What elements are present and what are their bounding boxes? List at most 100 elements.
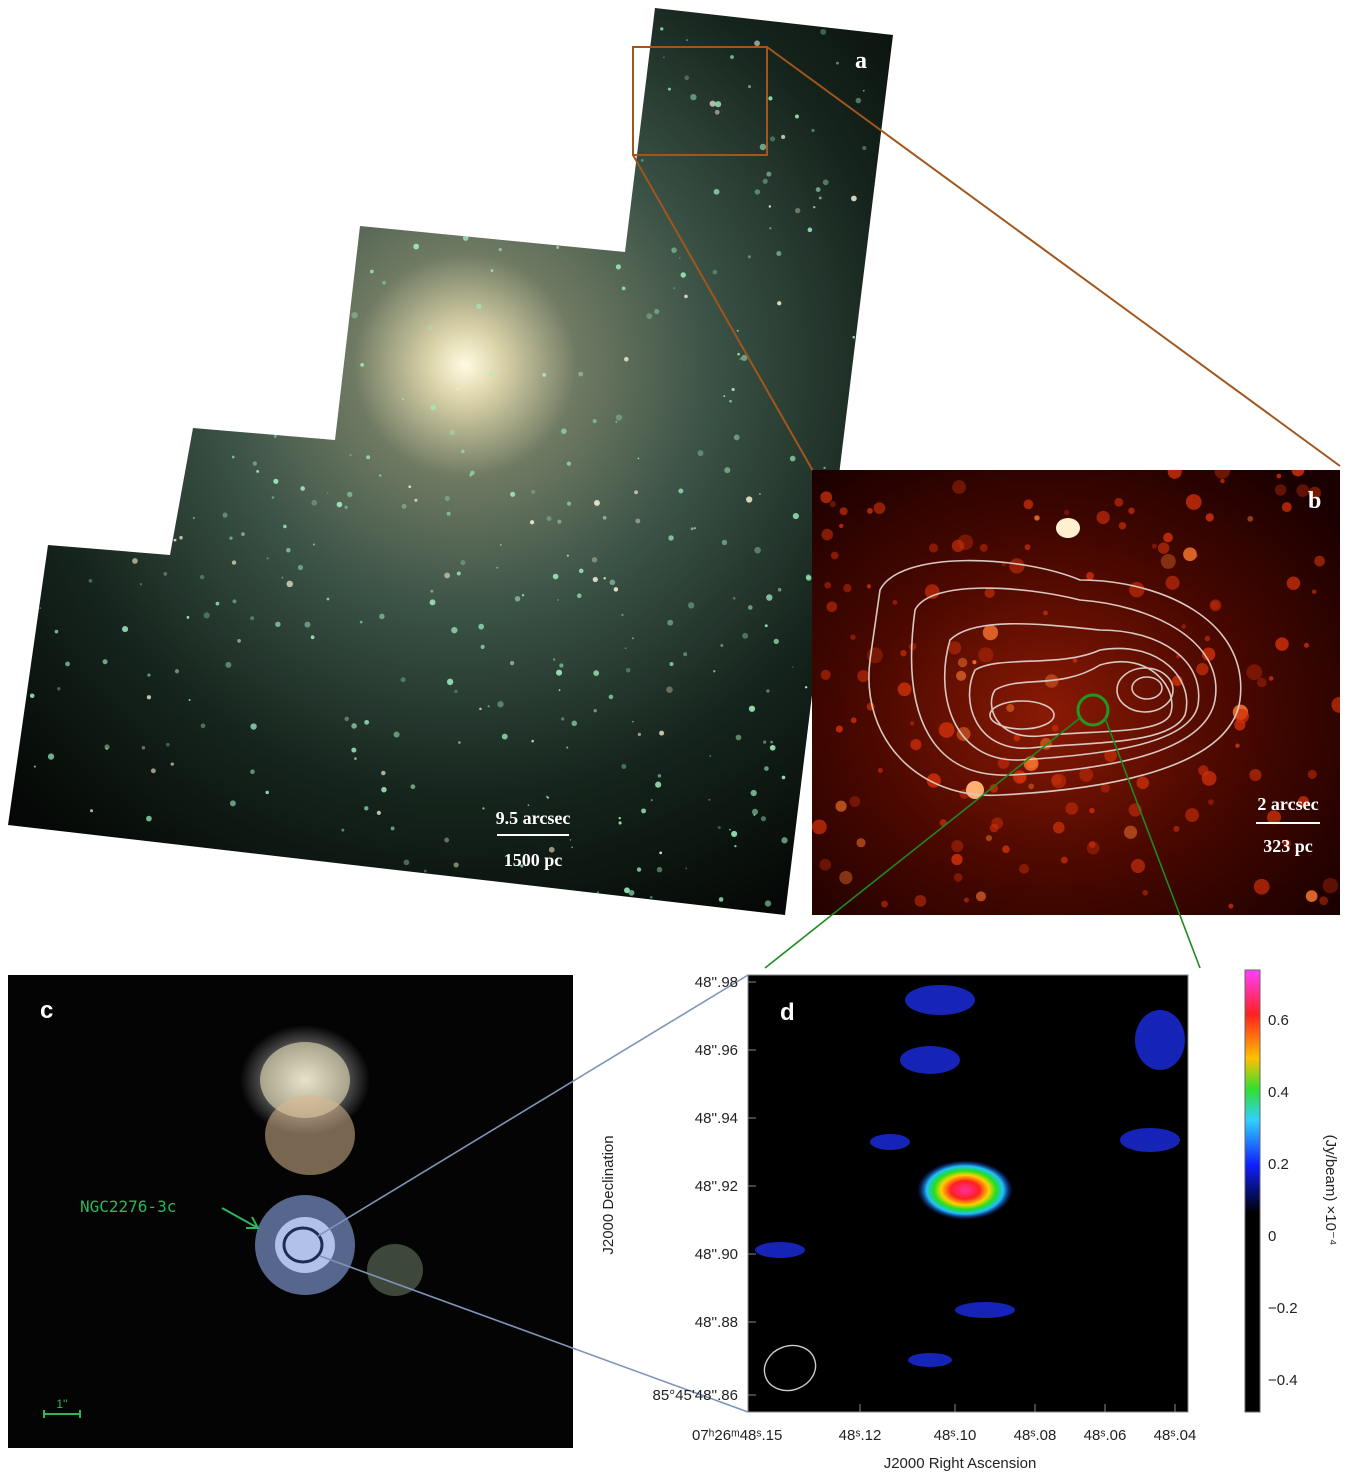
star	[557, 599, 559, 601]
star	[592, 557, 597, 562]
y-tick-label: 48''.96	[695, 1042, 738, 1059]
star	[92, 204, 98, 210]
star	[222, 513, 227, 518]
star	[637, 867, 641, 871]
star	[526, 166, 532, 172]
star	[856, 98, 862, 104]
star	[482, 807, 484, 809]
star	[710, 101, 716, 107]
star	[10, 499, 14, 503]
star	[259, 893, 262, 896]
emission	[1025, 544, 1031, 550]
emission	[978, 647, 993, 662]
star	[361, 140, 367, 146]
emission	[1161, 554, 1176, 569]
scale-bar-top: 9.5 arcsec	[496, 808, 571, 828]
emission	[1183, 547, 1197, 561]
star	[34, 766, 36, 768]
star	[663, 57, 665, 59]
star	[651, 799, 653, 801]
star	[746, 496, 752, 502]
star	[230, 800, 236, 806]
star	[861, 428, 868, 435]
star	[795, 115, 799, 119]
star	[195, 75, 199, 79]
star	[667, 620, 673, 626]
star	[216, 602, 220, 606]
star	[298, 565, 303, 570]
star	[90, 809, 93, 812]
star	[885, 208, 890, 213]
emission	[1152, 543, 1157, 548]
star	[679, 257, 681, 259]
star	[401, 677, 406, 682]
star	[819, 196, 822, 199]
star	[335, 197, 340, 202]
emission	[874, 502, 886, 514]
star	[61, 214, 67, 220]
star	[547, 516, 552, 521]
star	[491, 269, 494, 272]
star	[444, 572, 450, 578]
emission	[1019, 864, 1029, 874]
star	[432, 213, 434, 215]
star	[371, 80, 374, 83]
star	[671, 247, 677, 253]
star	[256, 470, 259, 473]
star	[621, 764, 626, 769]
star	[341, 829, 344, 832]
star	[625, 647, 627, 649]
star	[720, 644, 723, 647]
emission	[1061, 857, 1068, 864]
star	[646, 313, 652, 319]
star	[502, 734, 508, 740]
star	[686, 39, 688, 41]
star	[760, 144, 766, 150]
y-tick-label: 48''.90	[695, 1246, 738, 1263]
star	[394, 731, 400, 737]
star	[497, 80, 503, 86]
star	[748, 255, 751, 258]
star	[790, 456, 796, 462]
star	[774, 639, 779, 644]
star	[275, 622, 280, 627]
star	[111, 392, 113, 394]
star	[617, 191, 623, 197]
star	[121, 439, 125, 443]
star	[814, 12, 820, 18]
star	[614, 587, 618, 591]
emission	[976, 891, 986, 901]
star	[174, 539, 177, 542]
star	[214, 231, 218, 235]
star	[424, 870, 427, 873]
star	[673, 287, 675, 289]
star	[122, 626, 128, 632]
star	[138, 355, 142, 359]
emission	[1064, 510, 1069, 515]
star	[187, 616, 190, 619]
star	[286, 581, 293, 588]
x-tick-label: 48ˢ.10	[934, 1427, 977, 1444]
scale-bar-bottom: 1500 pc	[504, 850, 563, 870]
emission	[954, 873, 963, 882]
emission	[1097, 511, 1110, 524]
star	[300, 486, 305, 491]
star	[632, 721, 634, 723]
x-tick-label: 48ˢ.08	[1014, 1427, 1057, 1444]
star	[522, 594, 524, 596]
star	[95, 435, 101, 441]
emission	[1319, 896, 1328, 905]
star	[795, 208, 800, 213]
star	[308, 193, 313, 198]
star	[22, 65, 26, 69]
star	[752, 809, 758, 815]
star	[654, 309, 659, 314]
emission	[980, 544, 988, 552]
star	[354, 757, 357, 760]
y-tick-label: 85°45'48''.86	[653, 1387, 739, 1404]
star	[615, 421, 617, 423]
star	[556, 237, 561, 242]
star	[565, 138, 569, 142]
star	[347, 492, 352, 497]
star	[451, 627, 457, 633]
